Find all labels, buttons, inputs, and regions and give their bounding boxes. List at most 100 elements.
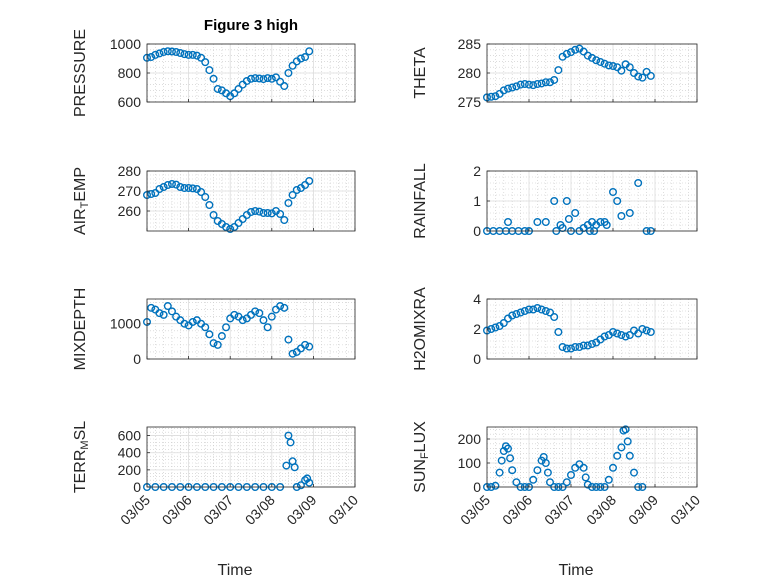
- data-point: [642, 326, 651, 335]
- data-point: [575, 343, 584, 352]
- y-tick-label: 280: [118, 163, 142, 179]
- data-point: [176, 182, 185, 191]
- data-point: [567, 471, 576, 480]
- data-point: [533, 217, 542, 226]
- data-point: [172, 47, 181, 56]
- data-point: [201, 58, 210, 67]
- data-point: [617, 331, 626, 340]
- data-point: [255, 309, 264, 318]
- data-point: [259, 75, 268, 84]
- series-points: [142, 47, 314, 101]
- y-tick-label: 275: [458, 94, 482, 110]
- y-tick-label: 285: [458, 36, 482, 52]
- data-point: [271, 73, 280, 82]
- data-point: [533, 466, 542, 475]
- data-point: [533, 304, 542, 313]
- plot-area: [147, 427, 355, 487]
- data-point: [301, 180, 310, 189]
- data-point: [525, 80, 534, 89]
- data-point: [499, 447, 508, 456]
- data-point: [541, 78, 550, 87]
- data-point: [583, 51, 592, 60]
- data-point: [562, 49, 571, 58]
- data-point: [623, 437, 632, 446]
- data-point: [288, 190, 297, 199]
- x-axis-label: Time: [218, 562, 253, 579]
- axes-box: [486, 426, 698, 488]
- data-point: [267, 312, 276, 321]
- data-point: [217, 332, 226, 341]
- data-point: [259, 208, 268, 217]
- data-point: [491, 481, 500, 490]
- data-point: [487, 92, 496, 101]
- data-point: [159, 182, 168, 191]
- data-point: [497, 456, 506, 465]
- panel-8: 0 100 200 SUNFLUX 03/05 03/06 03/07 03/08 03/09 0…: [412, 421, 703, 579]
- axes-box: [146, 298, 356, 360]
- minor-grid: [147, 299, 355, 360]
- data-point: [512, 82, 521, 91]
- data-point: [163, 302, 172, 311]
- x-tick-label: 03/05: [457, 492, 493, 528]
- data-point: [499, 319, 508, 328]
- x-tick-label: 03/06: [499, 492, 535, 528]
- data-point: [541, 459, 550, 468]
- data-point: [621, 425, 630, 434]
- data-point: [284, 68, 293, 77]
- data-point: [491, 323, 500, 332]
- x-tick-label: 03/09: [283, 492, 319, 528]
- data-point: [520, 307, 529, 316]
- data-point: [525, 305, 534, 314]
- data-point: [600, 332, 609, 341]
- panel-5: 0 1000 MIXDEPTH: [72, 288, 356, 371]
- data-point: [512, 478, 521, 487]
- data-point: [625, 208, 634, 217]
- y-axis-label: H2OMIXRA: [412, 287, 429, 371]
- data-point: [501, 442, 510, 451]
- minor-grid: [147, 43, 355, 103]
- data-point: [609, 62, 618, 71]
- data-point: [301, 53, 310, 62]
- y-tick-label: 0: [473, 479, 481, 495]
- data-point: [255, 207, 264, 216]
- data-point: [197, 53, 206, 62]
- data-point: [592, 56, 601, 65]
- data-point: [180, 50, 189, 59]
- data-point: [147, 189, 156, 198]
- data-point: [550, 313, 559, 322]
- y-axis-label: RAINFALL: [412, 163, 429, 239]
- data-point: [562, 344, 571, 353]
- data-point: [246, 74, 255, 83]
- data-point: [251, 74, 260, 83]
- data-point: [159, 47, 168, 56]
- series-points: [142, 176, 314, 233]
- minor-grid: [147, 170, 355, 232]
- data-point: [226, 224, 235, 233]
- y-axis-label: PRESSURE: [72, 29, 89, 117]
- data-point: [234, 84, 243, 93]
- y-axis-label: MIXDEPTH: [72, 288, 89, 371]
- data-point: [188, 50, 197, 59]
- data-point: [508, 83, 517, 92]
- data-point: [230, 89, 239, 98]
- data-point: [284, 335, 293, 344]
- data-point: [251, 206, 260, 215]
- data-point: [600, 59, 609, 68]
- panel-4: 0 1 2 RAINFALL: [412, 163, 698, 239]
- data-point: [529, 475, 538, 484]
- data-point: [617, 66, 626, 75]
- data-point: [213, 84, 222, 93]
- data-point: [234, 218, 243, 227]
- data-point: [529, 81, 538, 90]
- data-point: [504, 217, 513, 226]
- x-tick-label: 03/06: [159, 492, 195, 528]
- y-tick-label: 0: [473, 351, 481, 367]
- data-point: [205, 200, 214, 209]
- data-point: [290, 463, 299, 472]
- data-point: [621, 332, 630, 341]
- data-point: [263, 323, 272, 332]
- data-point: [571, 45, 580, 54]
- data-point: [625, 63, 634, 72]
- plot-area: [487, 427, 697, 487]
